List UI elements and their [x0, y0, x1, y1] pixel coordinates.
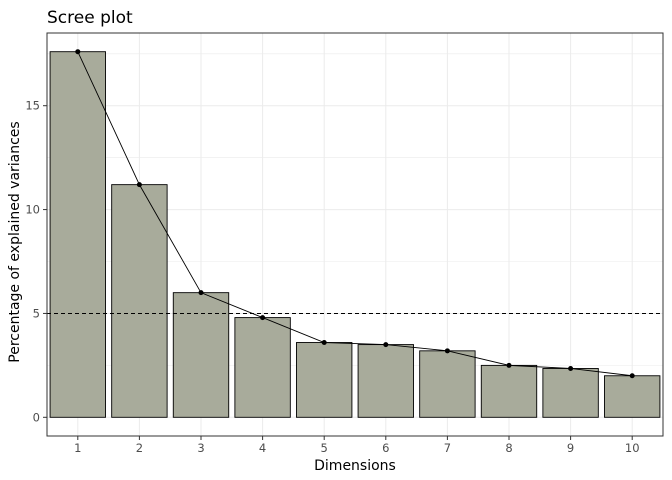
- y-axis-ticks: 0 5 10 15: [25, 99, 47, 424]
- bar-dim-4: [234, 317, 291, 418]
- bar-dim-9: [542, 368, 599, 418]
- x-tick-label: 3: [197, 441, 204, 455]
- bar-dim-1: [49, 51, 106, 418]
- variance-polyline: [77, 51, 633, 377]
- point-dim-9: [568, 365, 574, 371]
- x-tick-label: 1: [74, 441, 81, 455]
- x-tick-label: 9: [567, 441, 574, 455]
- bars: [49, 51, 661, 418]
- y-tick-label: 10: [25, 203, 40, 217]
- bar-dim-8: [480, 364, 538, 418]
- point-dim-2: [136, 182, 142, 188]
- panel-border: [46, 32, 664, 437]
- y-tick-label: 15: [25, 99, 40, 113]
- point-dim-7: [444, 348, 450, 354]
- x-tick-label: 6: [382, 441, 389, 455]
- point-dim-3: [198, 290, 204, 296]
- variance-line: [77, 51, 633, 377]
- point-dim-1: [75, 49, 81, 55]
- y-axis-label: Percentage of explained variances: [7, 121, 23, 362]
- point-dim-8: [506, 362, 512, 368]
- point-dim-5: [321, 340, 327, 346]
- x-axis-label: Dimensions: [314, 458, 396, 474]
- bar-dim-2: [111, 184, 168, 418]
- bar-dim-3: [172, 292, 230, 418]
- x-tick-label: 2: [136, 441, 143, 455]
- bar-dim-7: [419, 350, 476, 418]
- bar-dim-10: [604, 375, 661, 418]
- x-tick-label: 5: [321, 441, 328, 455]
- x-tick-label: 8: [505, 441, 512, 455]
- bar-dim-5: [296, 342, 353, 418]
- x-tick-label: 7: [444, 441, 451, 455]
- y-tick-label: 5: [33, 306, 40, 320]
- chart-title: Scree plot: [47, 8, 133, 28]
- x-tick-label: 10: [625, 441, 640, 455]
- y-tick-label: 0: [33, 410, 40, 424]
- point-dim-10: [629, 373, 635, 379]
- bar-dim-6: [357, 344, 414, 418]
- x-axis-ticks: 1 2 3 4 5 6 7 8 9 10: [74, 436, 640, 455]
- point-dim-4: [260, 315, 266, 321]
- point-dim-6: [383, 342, 389, 348]
- variance-points: [75, 49, 635, 379]
- x-tick-label: 4: [259, 441, 266, 455]
